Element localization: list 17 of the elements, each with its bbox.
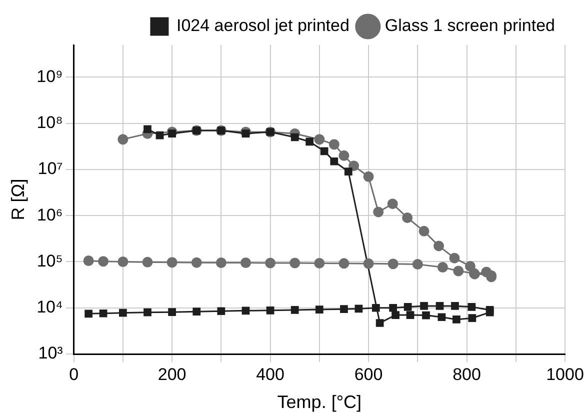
x-tick-label: 1000 (546, 364, 584, 384)
y-tick-label: 10⁴ (36, 298, 63, 317)
x-tick-label: 600 (354, 364, 383, 384)
x-tick-label: 400 (256, 364, 284, 384)
y-tick-label: 10⁸ (36, 113, 63, 132)
y-tick-label: 10³ (38, 344, 64, 363)
x-tick-label: 200 (158, 364, 186, 384)
x-tick-label: 800 (452, 364, 481, 384)
legend-label: I024 aerosol jet printed (176, 16, 350, 36)
y-tick-label: 10⁶ (36, 205, 63, 224)
y-tick-label: 10⁷ (38, 159, 63, 178)
legend-label: Glass 1 screen printed (384, 16, 556, 36)
y-tick-label: 10⁵ (36, 251, 63, 270)
y-tick-label: 10⁹ (36, 66, 63, 86)
y-axis-title: R [Ω] (8, 178, 28, 220)
x-tick-label: 0 (69, 364, 79, 384)
x-axis-title: Temp. [°C] (277, 392, 362, 412)
